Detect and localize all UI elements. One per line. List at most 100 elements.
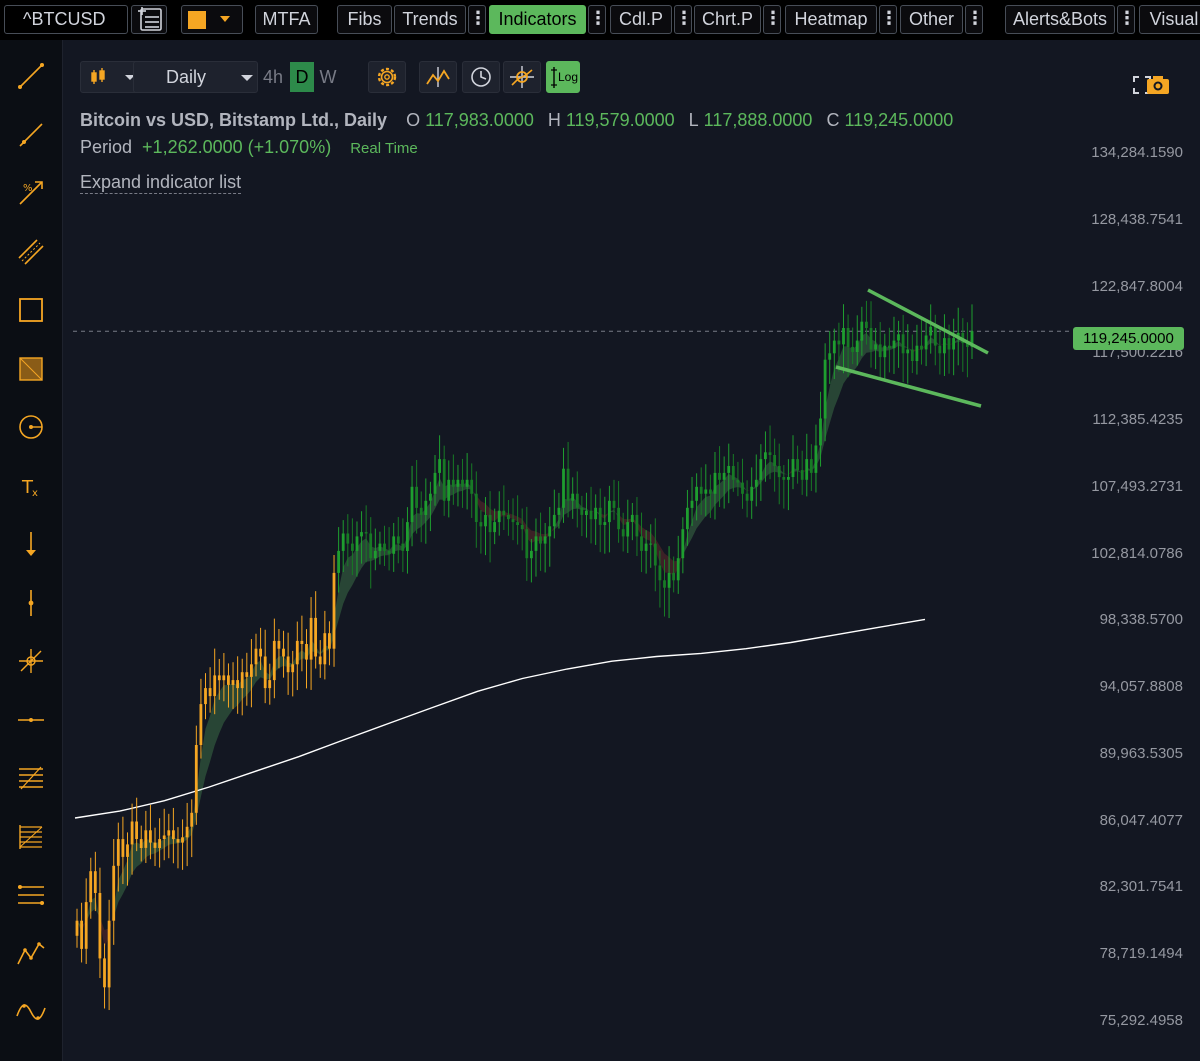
candle-body: [351, 543, 354, 551]
trend-line-icon: [18, 63, 44, 89]
crosshair-button[interactable]: [503, 61, 541, 93]
timeframe-4h[interactable]: 4h: [262, 67, 284, 87]
other-more-icon[interactable]: ⋮: [965, 5, 984, 34]
replay-button[interactable]: [462, 61, 500, 93]
ema-ribbon-segment: [609, 510, 619, 518]
timeframe-w[interactable]: W: [319, 67, 337, 87]
tool-parallel-lines[interactable]: [13, 877, 49, 913]
trends-more-icon[interactable]: ⋮: [468, 5, 487, 34]
candle-body: [883, 345, 887, 358]
chevron-down-icon: [241, 75, 253, 81]
symbol-list-button[interactable]: [131, 5, 167, 34]
cdlp-button[interactable]: Cdl.P: [610, 5, 672, 34]
tool-polyline[interactable]: [13, 936, 49, 972]
timeframe-d[interactable]: D: [290, 62, 314, 92]
candle-body: [121, 839, 125, 857]
indicator-template-button[interactable]: [419, 61, 457, 93]
heatmap-button[interactable]: Heatmap: [785, 5, 877, 34]
candle-body: [511, 519, 515, 523]
tool-parallel-channel[interactable]: [13, 234, 49, 270]
candle-body: [562, 468, 565, 508]
trends-button[interactable]: Trends: [394, 5, 466, 34]
price-axis-label: 75,292.4958: [1099, 1012, 1183, 1029]
tool-fib-retracement[interactable]: [13, 760, 49, 796]
candle-body: [731, 466, 735, 480]
candle-body: [465, 479, 469, 487]
ohlc-key-h: H: [547, 110, 561, 130]
visual-button[interactable]: Visual: [1139, 5, 1200, 34]
candle-body: [208, 688, 212, 697]
fib-retracement-icon: [19, 766, 43, 790]
candle-body: [800, 470, 804, 480]
log-scale-button[interactable]: Log: [546, 61, 580, 93]
candle-body: [153, 842, 157, 848]
candle-body: [653, 543, 657, 566]
other-button[interactable]: Other: [900, 5, 963, 34]
candle-body: [585, 510, 588, 515]
screenshot-button[interactable]: [1143, 70, 1173, 100]
candle-body: [199, 704, 203, 745]
interval-select[interactable]: Daily: [133, 61, 258, 93]
candle-body: [787, 477, 790, 480]
price-axis-label: 82,301.7541: [1099, 878, 1183, 896]
price-axis-label: 78,719.1494: [1099, 945, 1183, 963]
tool-vertical-line[interactable]: [13, 585, 49, 621]
candle-body: [773, 455, 776, 466]
tool-ray[interactable]: [13, 117, 49, 153]
parallel-lines-icon: [18, 885, 44, 905]
candle-body: [667, 572, 671, 588]
symbol-input[interactable]: ^BTCUSD: [4, 5, 128, 34]
candle-body: [139, 839, 143, 848]
tool-rectangle[interactable]: [13, 292, 49, 328]
cdlp-more-icon[interactable]: ⋮: [674, 5, 693, 34]
indicators-button[interactable]: Indicators: [489, 5, 586, 34]
candle-body: [626, 522, 630, 537]
candle-body: [764, 452, 767, 460]
candle-body: [286, 656, 290, 673]
candle-body: [736, 479, 740, 483]
tool-arrow-down[interactable]: [13, 526, 49, 562]
heatmap-more-icon[interactable]: ⋮: [879, 5, 898, 34]
indicators-more-icon[interactable]: ⋮: [588, 5, 607, 34]
alerts-bots-button[interactable]: Alerts&Bots: [1005, 5, 1115, 34]
alerts-bots-more-icon[interactable]: ⋮: [1117, 5, 1136, 34]
candle-body: [635, 514, 639, 537]
period-row: Period +1,262.0000 (+1.070%) Real Time: [80, 137, 418, 158]
color-picker-button[interactable]: [181, 5, 243, 34]
log-label: Log: [558, 70, 579, 84]
rectangle-icon: [19, 298, 43, 322]
candle-body: [686, 507, 689, 530]
period-change: +1,262.0000 (+1.070%): [142, 137, 332, 157]
tool-sine-wave[interactable]: [13, 994, 49, 1030]
tool-circle[interactable]: [13, 409, 49, 445]
candle-body: [552, 514, 556, 527]
ema-ribbon-segment: [953, 338, 968, 344]
candle-body: [135, 821, 138, 839]
candle-body: [396, 536, 400, 544]
tool-fib-fan[interactable]: [13, 819, 49, 855]
candle-body: [194, 745, 198, 813]
candle-body: [672, 572, 675, 581]
candle-body: [920, 345, 923, 350]
chart-panel[interactable]: Daily 4h D W: [63, 40, 1200, 1061]
tool-trend-line[interactable]: [13, 58, 49, 94]
fibs-button[interactable]: Fibs: [337, 5, 392, 34]
tool-filled-rectangle[interactable]: [13, 351, 49, 387]
expand-indicator-list-link[interactable]: Expand indicator list: [80, 172, 242, 194]
candle-body: [103, 958, 106, 988]
tool-crosshair-point[interactable]: [13, 643, 49, 679]
chrtp-button[interactable]: Chrt.P: [694, 5, 761, 34]
settings-button[interactable]: [368, 61, 406, 93]
tool-horizontal-line[interactable]: [13, 702, 49, 738]
tool-fib-extension[interactable]: %: [13, 175, 49, 211]
chart-line-icon: [426, 67, 450, 87]
candle-body: [910, 349, 914, 361]
sine-wave-icon: [16, 1004, 46, 1020]
candle-body: [493, 522, 496, 533]
mtfa-button[interactable]: MTFA: [255, 5, 318, 34]
chrtp-more-icon[interactable]: ⋮: [763, 5, 782, 34]
svg-text:T: T: [21, 477, 34, 498]
price-chart[interactable]: [63, 40, 1200, 1061]
